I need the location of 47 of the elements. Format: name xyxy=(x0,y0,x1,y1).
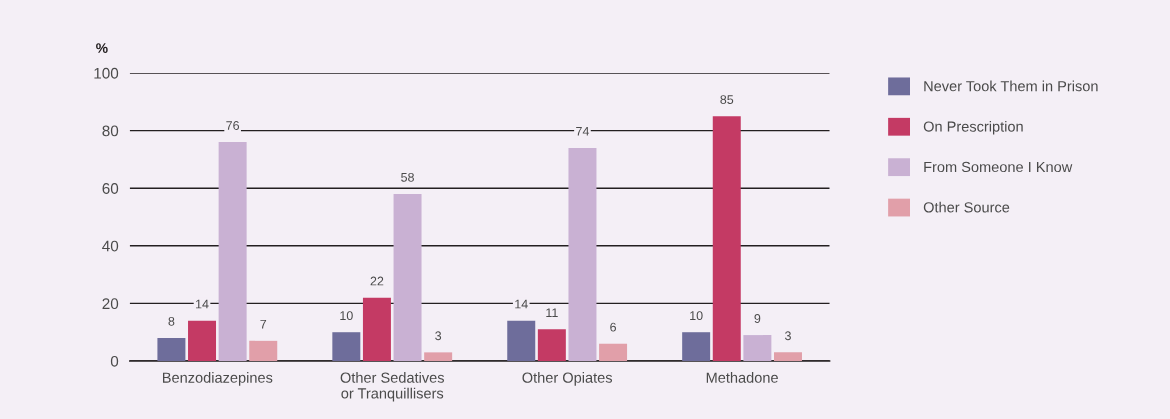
bar xyxy=(332,332,361,362)
bar xyxy=(362,297,391,362)
data-label: 8 xyxy=(168,316,175,326)
data-label: 74 xyxy=(576,126,590,136)
x-tick-label: Methadone xyxy=(706,372,778,383)
data-label: 7 xyxy=(260,319,267,329)
bar xyxy=(773,352,802,362)
bar xyxy=(537,329,566,362)
legend-label: Never Took Them in Prison xyxy=(924,80,1098,92)
data-label: 22 xyxy=(370,276,384,286)
bar xyxy=(507,320,536,362)
legend-label: From Someone I Know xyxy=(924,161,1073,173)
y-tick-label: 40 xyxy=(102,240,119,252)
bar xyxy=(743,335,772,362)
bar xyxy=(188,320,217,362)
bar xyxy=(682,332,711,362)
legend-label: On Prescription xyxy=(923,121,1023,135)
y-tick-label: 20 xyxy=(102,298,119,310)
bar xyxy=(424,352,453,362)
y-tick-label: 100 xyxy=(94,67,119,79)
bar xyxy=(712,116,741,362)
data-label: 3 xyxy=(435,331,442,341)
data-label: 3 xyxy=(784,331,791,341)
x-tick-label: Other Opiates xyxy=(522,372,613,386)
x-tick-label: Benzodiazepines xyxy=(162,372,273,386)
data-label: 9 xyxy=(754,314,761,323)
data-label: 58 xyxy=(401,172,414,182)
data-label: 14 xyxy=(196,299,209,309)
data-label: 6 xyxy=(610,322,616,332)
data-label: 76 xyxy=(226,121,240,130)
bar xyxy=(568,147,597,362)
bar xyxy=(157,337,186,362)
bar xyxy=(393,193,422,362)
legend-label: Other Source xyxy=(923,201,1010,213)
x-tick-label: Other Sedatives or Tranquillisers xyxy=(340,372,444,402)
y-tick-label: 60 xyxy=(102,183,119,194)
bar xyxy=(249,340,278,362)
data-label: 14 xyxy=(515,299,528,309)
bar xyxy=(218,142,247,362)
data-label: 10 xyxy=(340,311,353,321)
data-label: 11 xyxy=(546,308,558,318)
y-axis-title: % xyxy=(96,43,108,53)
data-label: 85 xyxy=(720,95,734,104)
bar xyxy=(599,343,628,362)
y-tick-label: 0 xyxy=(110,355,119,367)
y-tick-label: 80 xyxy=(102,125,119,137)
data-label: 10 xyxy=(690,311,703,321)
